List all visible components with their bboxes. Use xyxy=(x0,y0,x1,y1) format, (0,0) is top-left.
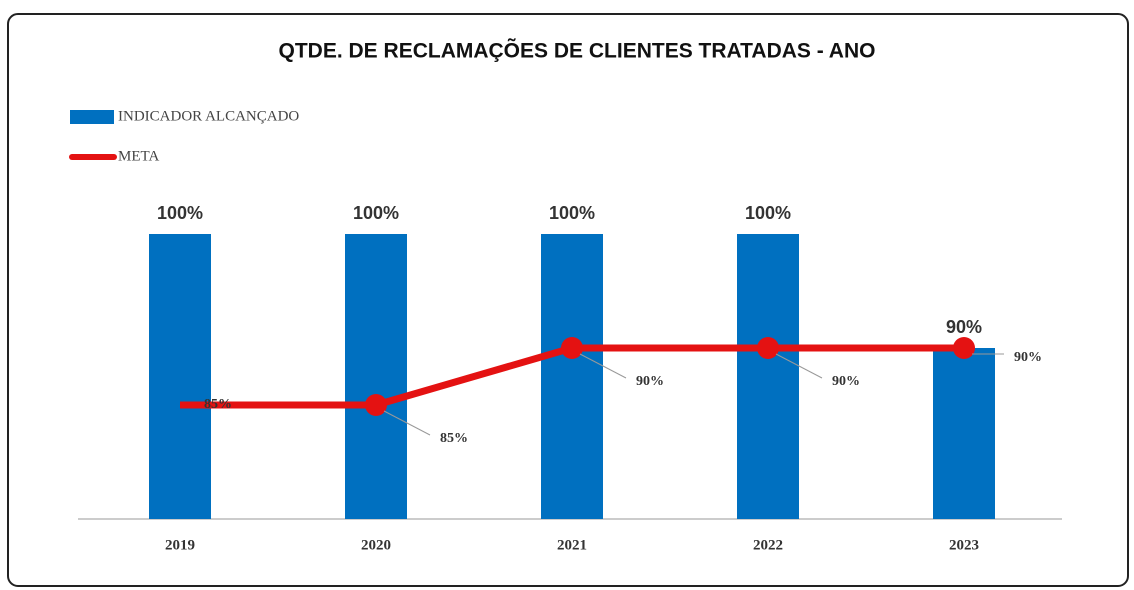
leader-line xyxy=(775,353,823,379)
bar-value-label: 100% xyxy=(157,203,203,223)
line-marker xyxy=(365,394,387,416)
x-tick-label: 2019 xyxy=(165,537,195,553)
chart-title: QTDE. DE RECLAMAÇÕES DE CLIENTES TRATADA… xyxy=(279,39,876,63)
bar-value-label: 100% xyxy=(549,203,595,223)
leader-line xyxy=(383,410,431,436)
bar-value-label: 100% xyxy=(745,203,791,223)
bar xyxy=(541,234,603,519)
line-marker xyxy=(953,337,975,359)
line-value-label: 90% xyxy=(832,374,860,389)
line-marker xyxy=(757,337,779,359)
bar xyxy=(737,234,799,519)
line-value-label: 85% xyxy=(204,397,232,412)
legend-label: INDICADOR ALCANÇADO xyxy=(118,108,299,124)
bar-value-label: 100% xyxy=(353,203,399,223)
x-tick-label: 2023 xyxy=(949,537,979,553)
legend-label: META xyxy=(118,148,159,164)
line-value-label: 90% xyxy=(1014,350,1042,365)
bar-value-label: 90% xyxy=(946,317,982,337)
x-tick-label: 2022 xyxy=(753,537,783,553)
line-marker xyxy=(561,337,583,359)
x-tick-label: 2020 xyxy=(361,537,391,553)
x-tick-label: 2021 xyxy=(557,537,587,553)
legend-swatch xyxy=(70,110,114,124)
leader-line xyxy=(579,353,627,379)
line-value-label: 90% xyxy=(636,374,664,389)
bar xyxy=(933,348,995,519)
bar xyxy=(149,234,211,519)
bar xyxy=(345,234,407,519)
line-value-label: 85% xyxy=(440,431,468,446)
